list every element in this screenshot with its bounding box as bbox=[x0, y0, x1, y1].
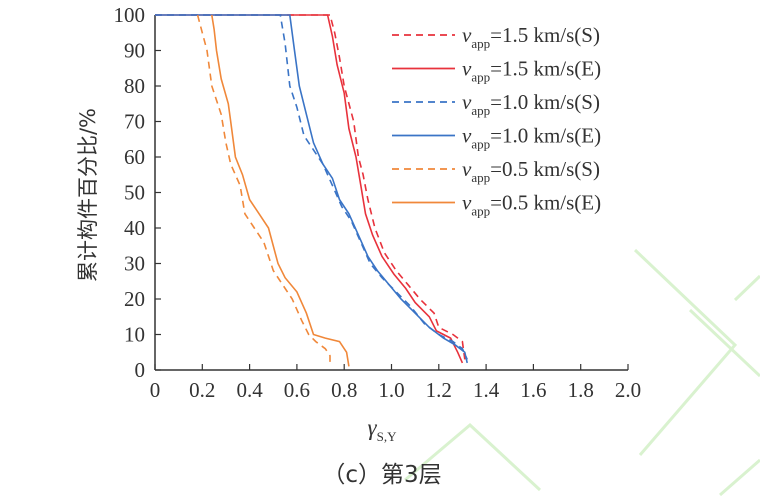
x-tick-label: 1.2 bbox=[426, 378, 452, 402]
legend-label-5: vapp=0.5 km/s(S) bbox=[462, 157, 600, 185]
y-tick-label: 70 bbox=[124, 110, 145, 134]
legend-v: v bbox=[462, 124, 472, 148]
legend-label-1: vapp=1.5 km/s(S) bbox=[462, 23, 600, 51]
y-tick-label: 30 bbox=[124, 252, 145, 276]
legend-text: =0.5 km/s(S) bbox=[490, 157, 600, 181]
series-line-6 bbox=[211, 14, 350, 367]
y-axis-label: 累计构件百分比/% bbox=[76, 108, 100, 282]
x-tick-label: 1.8 bbox=[568, 378, 594, 402]
series-line-4 bbox=[155, 14, 468, 364]
y-tick-label: 10 bbox=[124, 323, 145, 347]
chart-subtitle: （c）第3层 bbox=[322, 462, 441, 488]
x-axis-label-main: γ bbox=[368, 415, 378, 440]
legend-text: =1.0 km/s(S) bbox=[490, 90, 600, 114]
y-tick-label: 50 bbox=[124, 181, 145, 205]
watermark-decoration bbox=[404, 248, 760, 497]
x-axis-label: γS,Y bbox=[368, 415, 398, 444]
x-tick-label: 1.0 bbox=[378, 378, 404, 402]
y-tick-label: 20 bbox=[124, 287, 145, 311]
legend-text: =0.5 km/s(E) bbox=[490, 191, 601, 215]
y-tick-label: 0 bbox=[135, 358, 146, 382]
legend-label-3: vapp=1.0 km/s(S) bbox=[462, 90, 600, 118]
legend-sub: app bbox=[471, 137, 490, 152]
legend-label-4: vapp=1.0 km/s(E) bbox=[462, 124, 601, 152]
y-tick-label: 60 bbox=[124, 145, 145, 169]
legend-sub: app bbox=[471, 170, 490, 185]
series-line-5 bbox=[196, 14, 331, 367]
x-tick-label: 0 bbox=[150, 378, 161, 402]
legend: vapp=1.5 km/s(S)vapp=1.5 km/s(E)vapp=1.0… bbox=[392, 23, 601, 219]
legend-sub: app bbox=[471, 103, 490, 118]
x-tick-label: 0.6 bbox=[284, 378, 310, 402]
legend-text: =1.0 km/s(E) bbox=[490, 124, 601, 148]
x-axis-label-sub: S,Y bbox=[377, 429, 397, 444]
x-tick-label: 0.8 bbox=[331, 378, 357, 402]
series-lines bbox=[155, 14, 468, 367]
legend-v: v bbox=[462, 191, 472, 215]
series-line-2 bbox=[155, 14, 464, 364]
x-tick-label: 1.4 bbox=[473, 378, 500, 402]
y-tick-label: 40 bbox=[124, 216, 145, 240]
x-tick-label: 0.4 bbox=[236, 378, 263, 402]
legend-v: v bbox=[462, 57, 472, 81]
legend-label-2: vapp=1.5 km/s(E) bbox=[462, 57, 601, 85]
x-tick-label: 2.0 bbox=[615, 378, 641, 402]
legend-v: v bbox=[462, 157, 472, 181]
legend-v: v bbox=[462, 23, 472, 47]
y-tick-label: 80 bbox=[124, 74, 145, 98]
axes: 0 0.2 0.4 0.6 0.8 1.0 1.2 1.4 1.6 1.8 2.0 0 10 20 30 40… bbox=[114, 3, 642, 402]
legend-text: =1.5 km/s(E) bbox=[490, 57, 601, 81]
series-line-1 bbox=[155, 14, 466, 360]
x-tick-label: 0.2 bbox=[189, 378, 215, 402]
y-tick-label: 90 bbox=[124, 39, 145, 63]
legend-sub: app bbox=[471, 70, 490, 85]
x-tick-label: 1.6 bbox=[520, 378, 546, 402]
legend-label-6: vapp=0.5 km/s(E) bbox=[462, 191, 601, 219]
legend-sub: app bbox=[471, 36, 490, 51]
y-tick-label: 100 bbox=[114, 3, 146, 27]
legend-sub: app bbox=[471, 204, 490, 219]
legend-text: =1.5 km/s(S) bbox=[490, 23, 600, 47]
legend-v: v bbox=[462, 90, 472, 114]
